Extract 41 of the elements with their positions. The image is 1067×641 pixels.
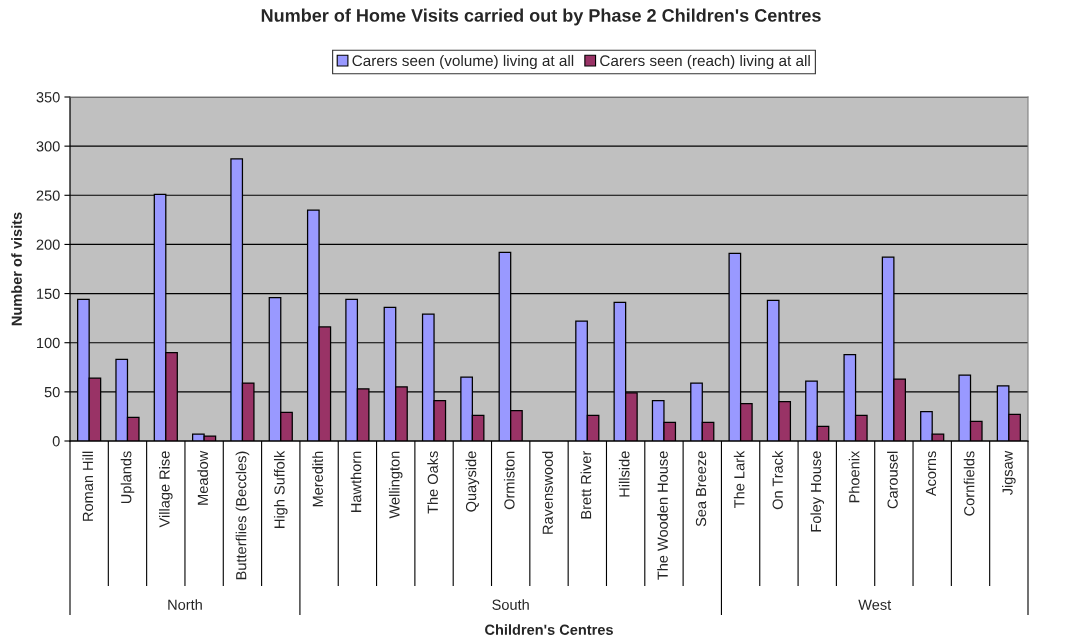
x-tick-label: Hillside	[618, 451, 630, 497]
x-tick-label: Phoenix	[848, 450, 860, 503]
y-tick-label: 100	[37, 337, 60, 349]
text: West	[858, 599, 892, 610]
x-axis-title: Children's Centres	[485, 624, 613, 635]
x-tick-label: Hawthorn	[350, 451, 362, 512]
x-tick-label: Meredith	[312, 451, 323, 507]
legend-label: Carers seen (volume) living at all	[352, 54, 574, 70]
y-tick-label: 350	[36, 92, 60, 103]
x-tick-label: Butterflies (Beccles)	[235, 451, 250, 580]
x-tick-label: Foley House	[810, 451, 825, 532]
x-tick-label: Village Rise	[159, 451, 173, 528]
x-tick-label: Wellington	[388, 451, 403, 519]
x-tick-label: Sea Breeze	[695, 451, 707, 527]
x-tick-label: Uplands	[120, 451, 135, 504]
y-tick-label: 200	[36, 239, 60, 250]
x-tick-label: Ravenswood	[542, 451, 553, 534]
x-tick-label: On Track	[772, 450, 783, 510]
x-tick-label: The Wooden House	[657, 451, 668, 580]
text: North	[168, 599, 202, 610]
x-tick-label: Jigsaw	[1002, 450, 1016, 496]
x-tick-label: The Lark	[733, 450, 745, 508]
y-tick-label: 300	[36, 141, 60, 152]
x-tick-label: Acorns	[925, 451, 937, 497]
x-tick-label: The Oaks	[427, 451, 438, 514]
x-tick-label: Roman Hill	[82, 451, 94, 521]
y-tick-label: 0	[52, 436, 60, 447]
y-tick-label: 50	[44, 386, 60, 398]
x-tick-label: Meadow	[197, 450, 209, 505]
y-axis-title: Number of visits	[11, 212, 22, 326]
x-tick-label: Carousel	[887, 451, 898, 509]
legend-label: Carers seen (reach) living at all	[600, 54, 810, 70]
x-tick-label: Ormiston	[503, 451, 515, 510]
x-tick-label: Cornfields	[963, 451, 975, 516]
chart-title: Number of Home Visits carried out by Phase 2 Children's Centres	[261, 8, 821, 26]
x-tick-label: High Suffolk	[273, 450, 288, 528]
x-tick-label: Brett River	[580, 450, 592, 519]
y-tick-label: 150	[37, 288, 60, 299]
y-tick-label: 250	[36, 190, 60, 201]
text: South	[492, 599, 529, 610]
x-tick-label: Quayside	[465, 451, 480, 512]
